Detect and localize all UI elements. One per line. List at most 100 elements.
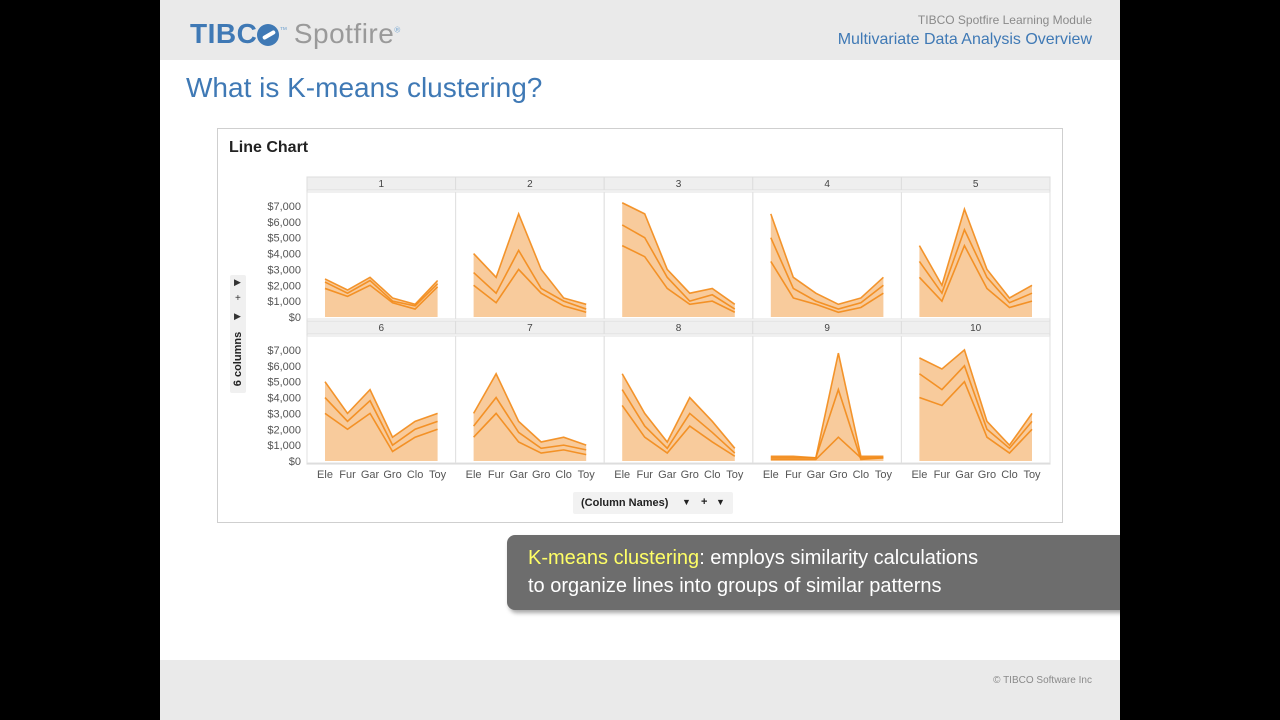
series-line <box>770 261 884 314</box>
y-tick-label: $4,000 <box>267 393 301 405</box>
series-line <box>621 389 736 454</box>
panel-label: 10 <box>970 323 982 334</box>
panel-label: 9 <box>824 323 830 334</box>
x-tick-label: Toy <box>726 469 744 481</box>
series-line <box>770 352 884 459</box>
series-line <box>473 412 587 456</box>
series-line <box>324 279 439 307</box>
series-line <box>324 396 438 447</box>
series-line <box>918 364 1033 450</box>
panel-label: 1 <box>379 179 385 190</box>
x-axis-column-selector[interactable]: (Column Names) ▼ + ▼ <box>573 492 733 514</box>
x-tick-label: Toy <box>875 469 893 481</box>
series-line <box>472 371 587 446</box>
module-title: Multivariate Data Analysis Overview <box>837 31 1092 48</box>
slide: TIBC ™ Spotfire® TIBCO Spotfire Learning M… <box>160 0 1120 720</box>
footer-band <box>160 660 1120 720</box>
y-tick-label: $2,000 <box>267 424 301 436</box>
series-line <box>472 396 587 451</box>
chart-title: Line Chart <box>229 139 309 156</box>
callout-box: K-means clustering: employs similarity c… <box>507 535 1120 610</box>
y-tick-label: $4,000 <box>267 249 301 261</box>
panel-label: 8 <box>676 323 682 334</box>
series-line <box>918 227 1033 304</box>
series-line <box>919 380 1033 455</box>
panel-label: 7 <box>527 323 533 334</box>
x-tick-label: Gar <box>807 469 826 481</box>
tibco-o-icon <box>257 24 280 46</box>
y-tick-label: $2,000 <box>267 280 301 292</box>
series-line <box>770 387 884 461</box>
x-tick-label: Ele <box>614 469 630 481</box>
callout-line-2: to organize lines into groups of similar… <box>528 575 942 597</box>
series-line <box>324 381 438 439</box>
trellis-rows-control[interactable]: ▶ + ▶ 6 columns <box>230 275 246 393</box>
y-tick-label: $5,000 <box>267 377 301 389</box>
x-tick-label: Toy <box>429 469 447 481</box>
series-line <box>918 206 1033 299</box>
y-tick-label: $6,000 <box>267 361 301 373</box>
dropdown-arrow-icon[interactable]: ▼ <box>716 497 725 507</box>
y-tick-label: $5,000 <box>267 233 301 245</box>
callout-term: K-means clustering <box>528 547 700 569</box>
x-tick-label: Toy <box>578 469 596 481</box>
y-tick-label: $3,000 <box>267 264 301 276</box>
y-tick-label: $0 <box>289 312 301 324</box>
panel-plot-area <box>900 335 1051 464</box>
x-tick-label: Clo <box>407 469 424 481</box>
panel-label: 2 <box>527 179 533 190</box>
series-line <box>919 348 1033 447</box>
panel-label: 3 <box>676 179 682 190</box>
play-icon[interactable]: ▶ <box>234 277 241 287</box>
x-tick-label: Clo <box>1001 469 1018 481</box>
x-tick-label: Ele <box>763 469 779 481</box>
cluster-envelope <box>919 349 1032 461</box>
panel-header <box>900 176 1051 191</box>
y-tick-label: $3,000 <box>267 408 301 420</box>
series-line <box>621 405 736 457</box>
y-tick-label: $0 <box>289 456 301 468</box>
module-name: TIBCO Spotfire Learning Module <box>917 13 1092 27</box>
y-tick-label: $6,000 <box>267 217 301 229</box>
x-tick-label: Gro <box>829 469 847 481</box>
x-tick-label: Fur <box>488 469 505 481</box>
line-chart-svg[interactable]: 1 $0 $1,000 $2,000 $3,000 $4,000 $5,000 $6,000 $… <box>218 129 1062 522</box>
panel-label: 4 <box>824 179 830 190</box>
panel-header <box>900 320 1051 335</box>
cluster-envelope <box>770 213 884 317</box>
series-line <box>324 412 438 453</box>
add-icon[interactable]: + <box>235 293 241 304</box>
series-line <box>621 373 736 449</box>
cluster-envelope <box>622 373 735 461</box>
slide-title: What is K-means clustering? <box>186 72 543 103</box>
series-line <box>621 202 736 305</box>
dropdown-arrow-icon[interactable]: ▼ <box>682 497 691 507</box>
trellis-columns-label[interactable]: 6 columns <box>232 331 244 387</box>
x-axis-column-label[interactable]: (Column Names) <box>581 497 669 509</box>
x-tick-label: Ele <box>317 469 333 481</box>
y-tick-label: $1,000 <box>267 296 301 308</box>
copyright: © TIBCO Software Inc <box>993 675 1092 686</box>
x-tick-label: Gar <box>361 469 380 481</box>
panel-plot-area <box>900 191 1051 320</box>
x-tick-label: Fur <box>339 469 356 481</box>
tibco-spotfire-logo: TIBC ™ Spotfire® <box>190 18 401 49</box>
callout-line-1: K-means clustering: employs similarity c… <box>528 547 978 570</box>
series-line <box>473 268 587 314</box>
chart-panel[interactable]: Line Chart 1 $0 $1,000 $2,000 $3,000 $4,000 $5… <box>217 128 1063 523</box>
series-line <box>621 244 736 313</box>
cluster-envelope <box>473 213 587 317</box>
play-icon[interactable]: ▶ <box>234 311 241 321</box>
x-tick-label: Clo <box>853 469 870 481</box>
x-tick-label: Gro <box>681 469 699 481</box>
add-icon[interactable]: + <box>701 496 708 508</box>
x-tick-label: Gro <box>383 469 401 481</box>
x-tick-label: Ele <box>466 469 482 481</box>
cluster-envelope <box>622 202 735 317</box>
y-tick-label: $1,000 <box>267 440 301 452</box>
cluster-envelope <box>325 277 438 317</box>
x-tick-label: Gar <box>955 469 974 481</box>
cluster-envelope <box>919 209 1032 317</box>
series-line <box>770 213 884 306</box>
panel-label: 5 <box>973 179 979 190</box>
